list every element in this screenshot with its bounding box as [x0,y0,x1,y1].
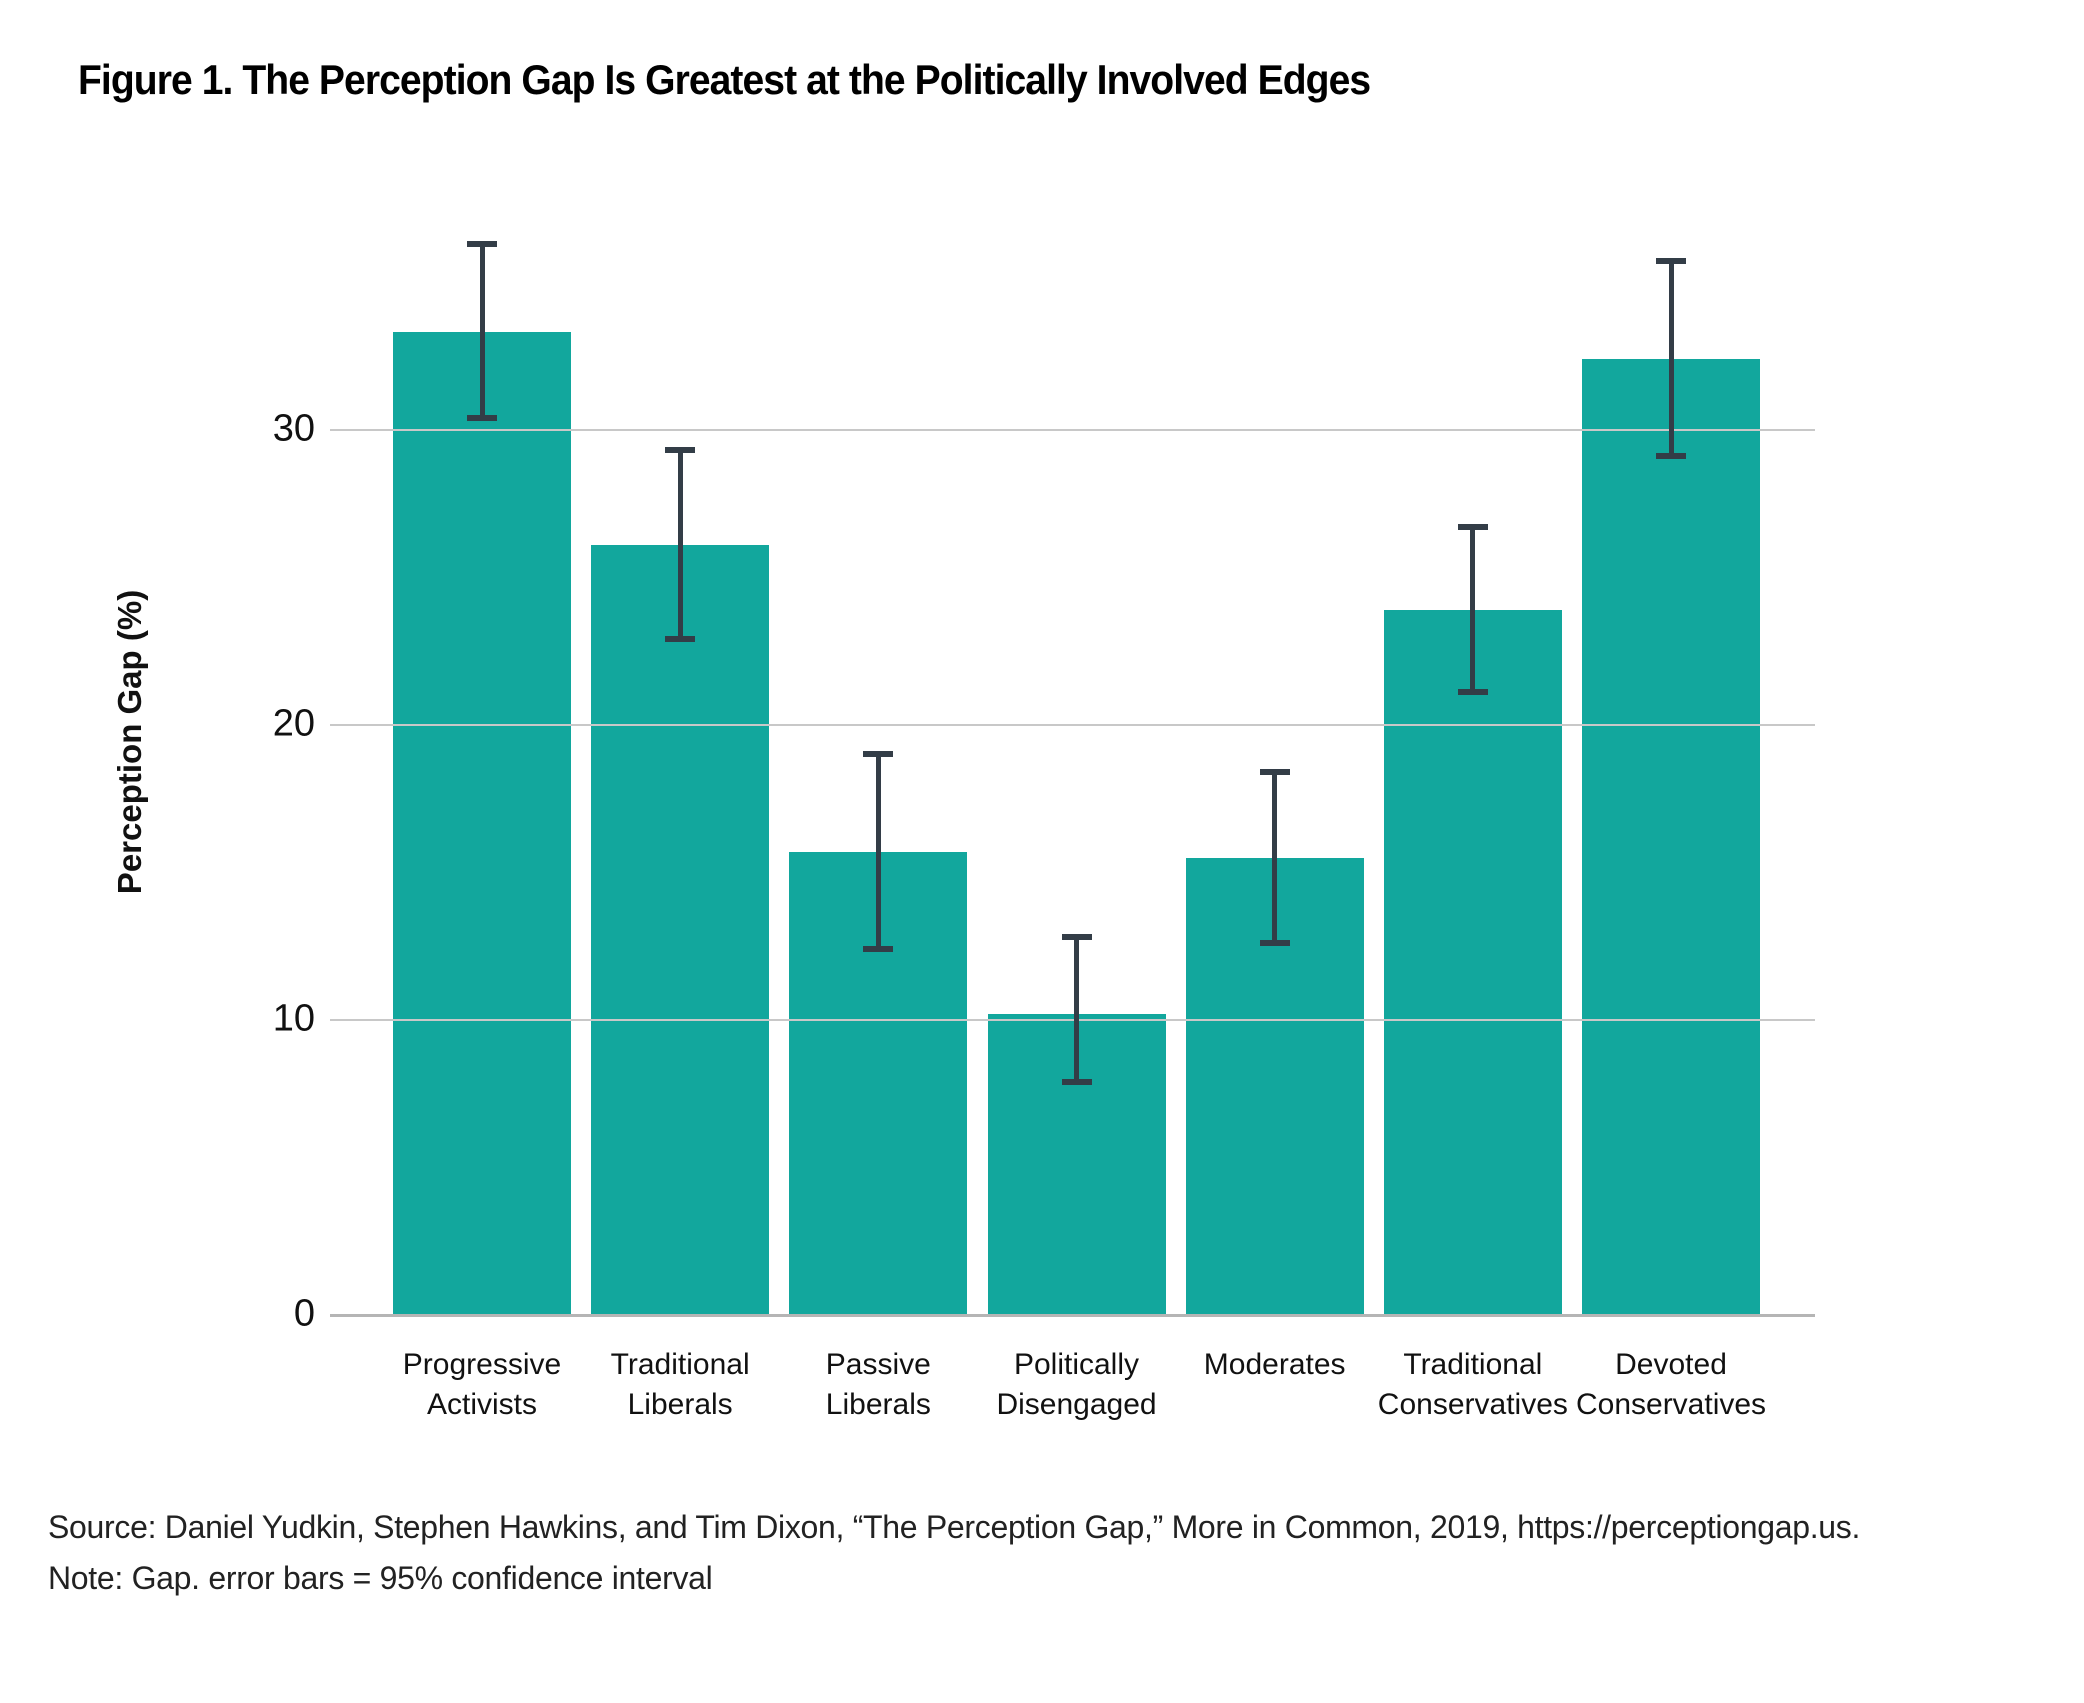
source-text: Source: Daniel Yudkin, Stephen Hawkins, … [48,1509,1861,1545]
error-bar-progressive-activists [479,243,485,418]
error-cap-top-progressive-activists [467,240,497,247]
x-label-traditional-liberals: Traditional Liberals [610,1348,750,1421]
gridline-30 [330,428,1815,431]
error-cap-top-moderates [1259,769,1290,775]
error-cap-top-traditional-liberals [665,447,696,454]
x-label-moderates: Moderates [1203,1348,1346,1381]
gridline-20 [330,723,1815,726]
bar-devoted-conservatives [1582,358,1761,1315]
error-bar-politically-disengaged [1074,937,1079,1082]
y-tick-label-10: 10 [272,997,315,1040]
error-cap-top-politically-disengaged [1061,934,1092,941]
error-cap-bottom-devoted-conservatives [1656,453,1687,460]
x-label-traditional-conservatives: Traditional Conservatives [1377,1348,1568,1421]
error-cap-bottom-politically-disengaged [1061,1078,1092,1085]
gridline-10 [330,1018,1815,1021]
error-bar-passive-liberals [875,754,881,950]
error-bar-moderates [1272,772,1278,944]
error-cap-bottom-passive-liberals [863,946,894,953]
error-bar-traditional-liberals [677,450,683,640]
error-cap-bottom-progressive-activists [467,414,497,421]
error-cap-top-traditional-conservatives [1457,524,1488,531]
x-label-passive-liberals: Passive Liberals [825,1348,931,1421]
error-cap-top-passive-liberals [863,751,894,758]
error-cap-bottom-moderates [1259,940,1290,947]
plot-area: 0 10 20 30 Progressive Activists Traditional … [273,170,1815,1421]
bar-progressive-activists [393,332,571,1315]
y-tick-label-30: 30 [272,407,315,450]
bar-traditional-conservatives [1383,609,1562,1315]
x-label-politically-disengaged: Politically Disengaged [996,1348,1157,1421]
error-bar-traditional-conservatives [1470,527,1476,693]
error-cap-bottom-traditional-conservatives [1457,689,1488,696]
note-text: Note: Gap. error bars = 95% confidence i… [48,1560,713,1596]
figure-footer: Source: Daniel Yudkin, Stephen Hawkins, … [48,1502,1860,1604]
error-bar-devoted-conservatives [1668,261,1674,457]
x-label-progressive-activists: Progressive Activists [402,1348,562,1421]
y-tick-label-20: 20 [272,702,315,745]
error-cap-bottom-traditional-liberals [665,636,696,643]
figure-title: Figure 1. The Perception Gap Is Greatest… [78,56,1371,103]
y-axis-label: Perception Gap (%) [111,589,148,895]
error-cap-top-devoted-conservatives [1656,258,1687,265]
x-axis-baseline [330,1314,1815,1317]
x-label-devoted-conservatives: Devoted Conservatives [1575,1348,1767,1421]
y-tick-label-0: 0 [293,1292,315,1335]
bar-traditional-liberals [591,544,770,1315]
